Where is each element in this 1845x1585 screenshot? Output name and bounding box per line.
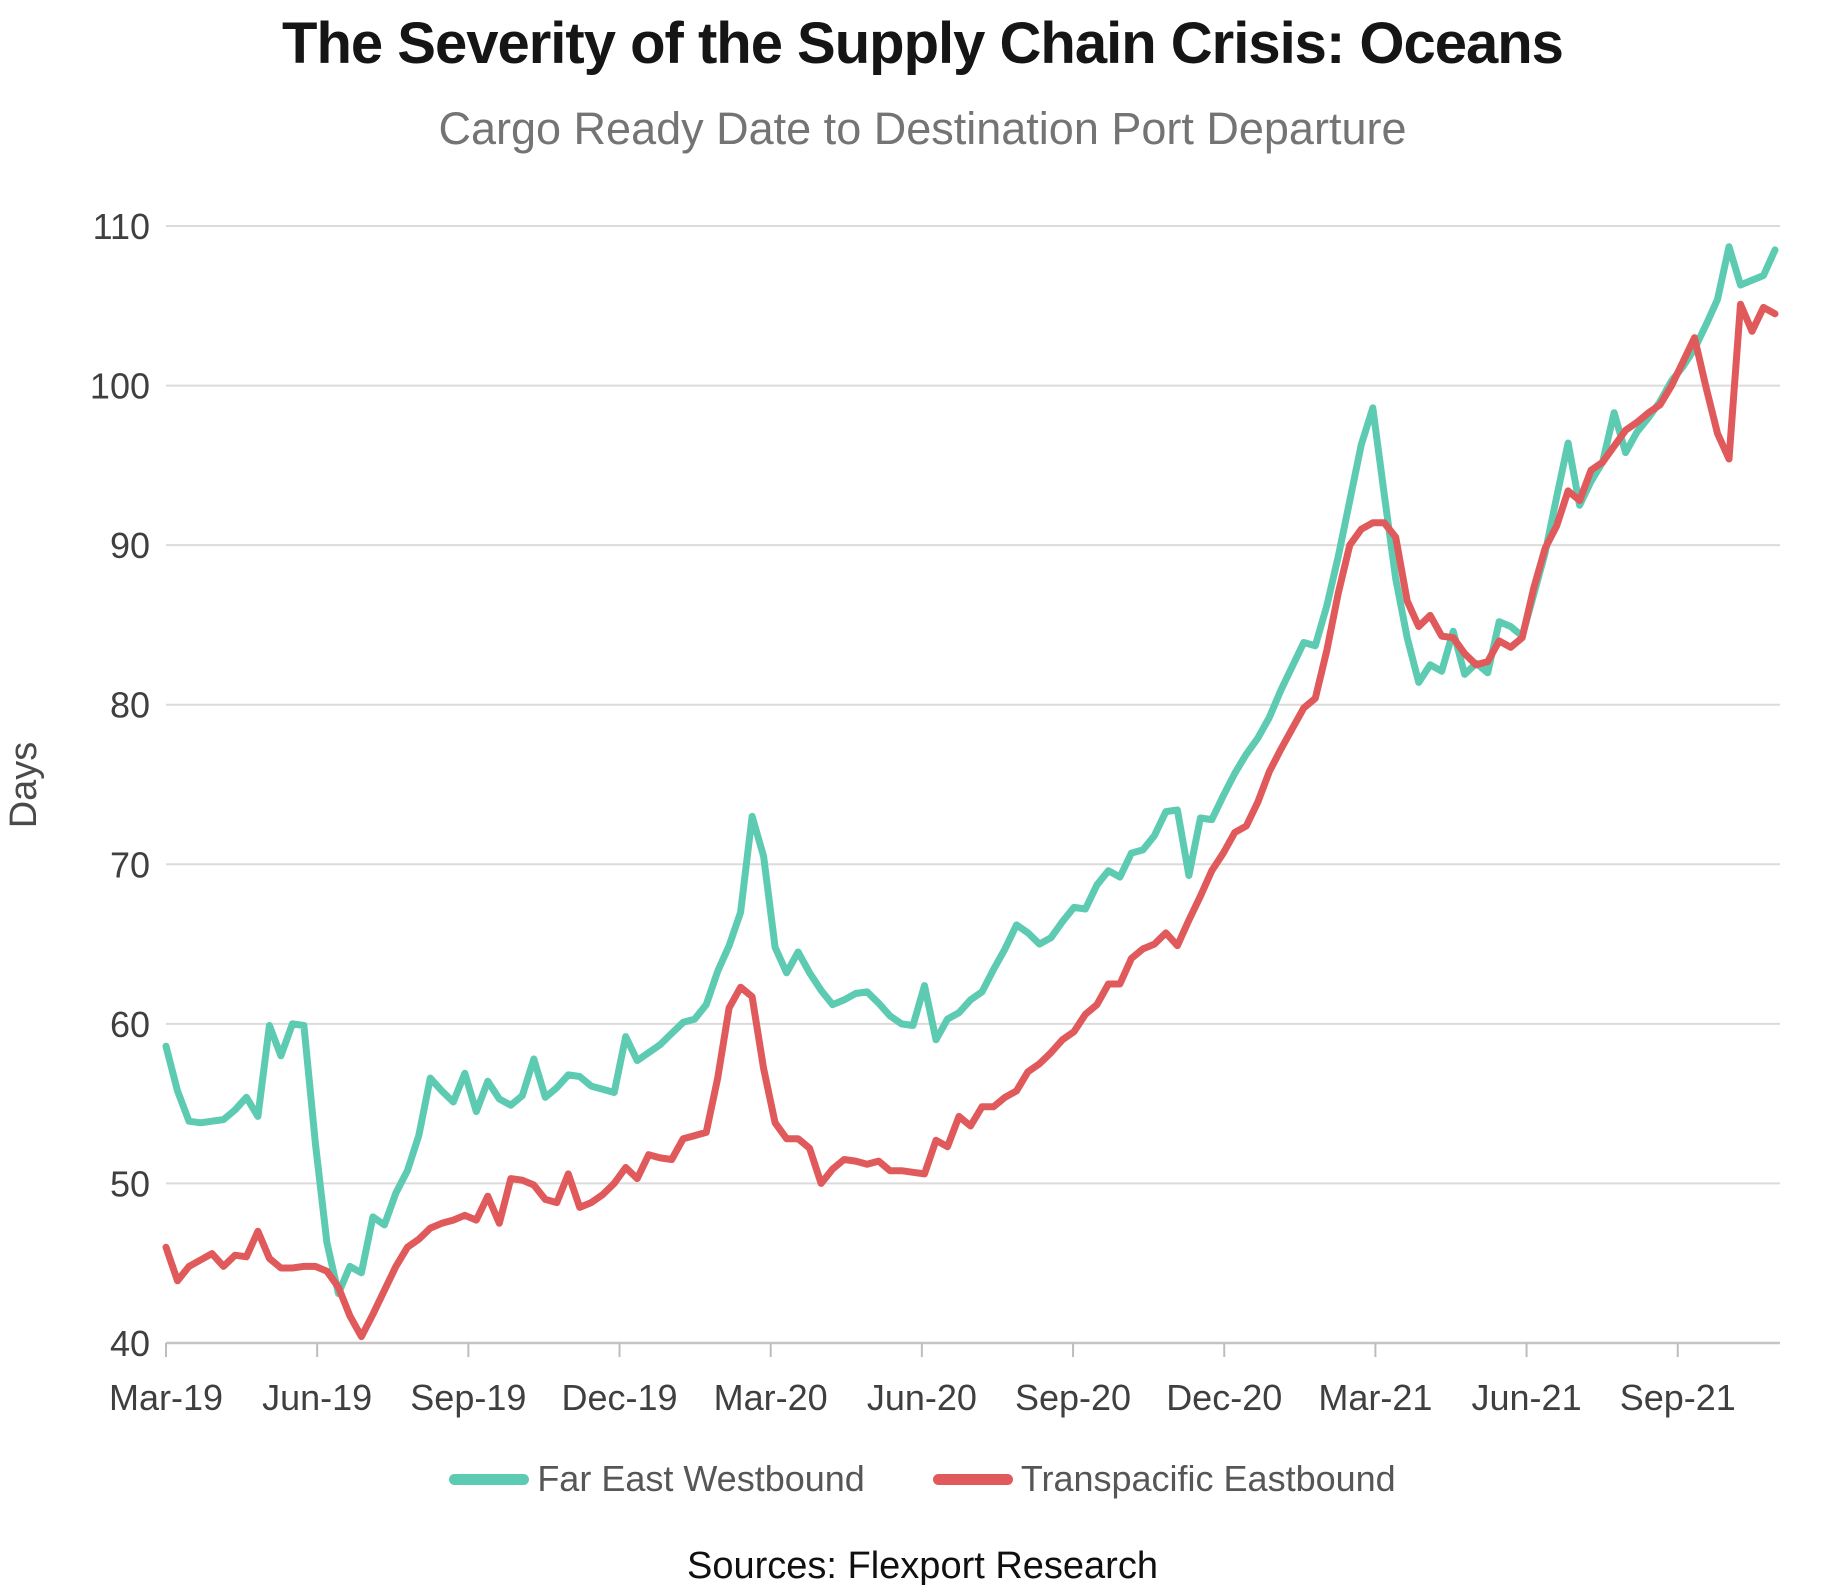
y-tick-label-100: 100 <box>90 366 150 407</box>
y-tick-label-60: 60 <box>110 1004 150 1045</box>
x-tick-label-Jun-19: Jun-19 <box>262 1377 372 1418</box>
legend-swatch-far-east-westbound-icon <box>449 1473 530 1485</box>
x-tick-label-Mar-20: Mar-20 <box>714 1377 828 1418</box>
legend-item-far-east-westbound: Far East Westbound <box>449 1458 865 1500</box>
y-tick-label-70: 70 <box>110 844 150 885</box>
y-tick-label-40: 40 <box>110 1323 150 1364</box>
chart-title: The Severity of the Supply Chain Crisis:… <box>282 11 1564 76</box>
source-note: Sources: Flexport Research <box>687 1545 1158 1585</box>
x-tick-label-Jun-20: Jun-20 <box>867 1377 977 1418</box>
series-line-far-east-westbound <box>162 243 1779 1297</box>
y-tick-label-110: 110 <box>93 206 150 247</box>
legend-swatch-transpacific-eastbound-icon <box>932 1473 1013 1485</box>
legend-label-far-east-westbound: Far East Westbound <box>537 1458 865 1499</box>
x-tick-label-Mar-21: Mar-21 <box>1318 1377 1432 1418</box>
legend: Far East Westbound Transpacific Eastboun… <box>0 1458 1845 1500</box>
x-tick-label-Sep-20: Sep-20 <box>1015 1377 1131 1418</box>
x-tick-label-Sep-21: Sep-21 <box>1620 1377 1736 1418</box>
y-tick-label-90: 90 <box>110 525 150 566</box>
legend-item-transpacific-eastbound: Transpacific Eastbound <box>932 1458 1396 1500</box>
x-tick-label-Mar-19: Mar-19 <box>109 1377 223 1418</box>
x-tick-label-Jun-21: Jun-21 <box>1472 1377 1582 1418</box>
x-tick-label-Dec-20: Dec-20 <box>1166 1377 1282 1418</box>
legend-label-transpacific-eastbound: Transpacific Eastbound <box>1020 1458 1396 1499</box>
series-line-transpacific-eastbound <box>162 300 1779 1341</box>
chart-subtitle: Cargo Ready Date to Destination Port Dep… <box>438 103 1407 154</box>
y-tick-label-80: 80 <box>110 685 150 726</box>
y-axis-title: Days <box>3 742 45 829</box>
y-tick-label-50: 50 <box>110 1163 150 1204</box>
x-tick-label-Dec-19: Dec-19 <box>561 1377 677 1418</box>
x-tick-label-Sep-19: Sep-19 <box>410 1377 526 1418</box>
